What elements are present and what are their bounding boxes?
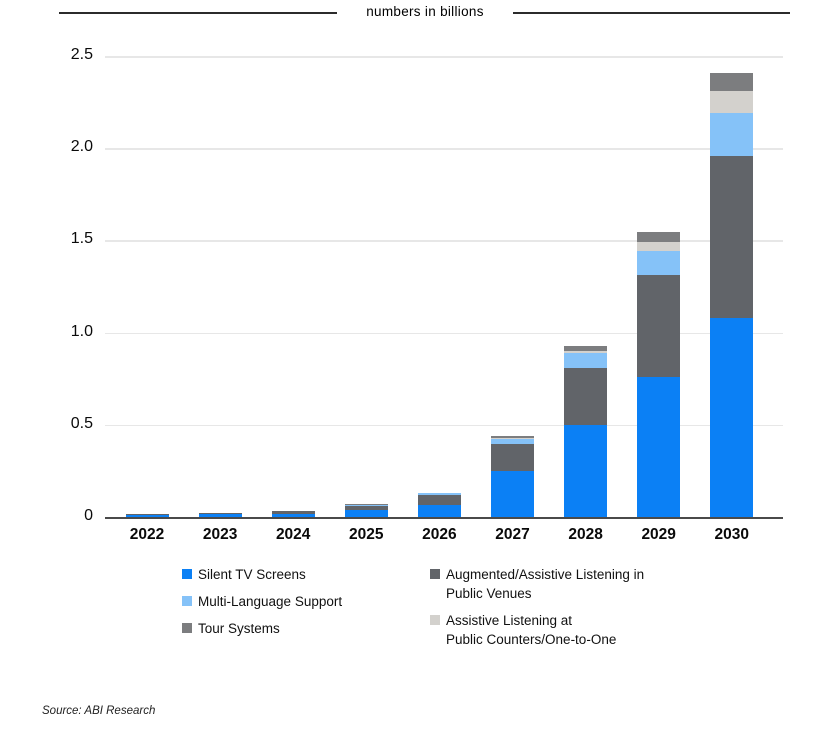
- x-axis-label: 2022: [129, 526, 165, 543]
- bar-segment-silent: [271, 513, 315, 517]
- bar-segment-multilang: [491, 438, 534, 445]
- y-axis-tick-label: 2.0: [70, 138, 93, 156]
- bar-segment-tour: [637, 232, 681, 243]
- bar-group-2030: [710, 72, 754, 517]
- bar-segment-venues: [271, 511, 315, 514]
- x-axis-label: 2025: [349, 526, 384, 543]
- legend-item-silent: Silent TV Screens: [182, 565, 342, 584]
- gridline: [105, 56, 783, 58]
- legend-swatch-multilang: [182, 596, 192, 606]
- bar-segment-counters: [637, 242, 681, 252]
- bar-segment-multilang: [637, 251, 681, 276]
- x-axis-label: 2024: [275, 526, 311, 543]
- legend-label-silent: Silent TV Screens: [198, 567, 306, 582]
- gridline: [105, 424, 783, 427]
- legend-item-tour: Tour Systems: [182, 619, 342, 638]
- bar-segment-venues: [344, 506, 388, 511]
- legend-swatch-silent: [182, 569, 192, 579]
- bar-segment-tour: [491, 435, 534, 439]
- gridline: [105, 332, 783, 335]
- legend-label-tour: Tour Systems: [198, 621, 280, 636]
- legend-item-venues: Augmented/Assistive Listening in Public …: [430, 565, 644, 603]
- gridline: [105, 240, 783, 242]
- bar-segment-multilang: [344, 504, 388, 507]
- bar-segment-silent: [417, 504, 461, 517]
- bar-segment-venues: [564, 367, 608, 425]
- bar-segment-venues: [417, 495, 461, 505]
- bar-segment-silent: [125, 514, 169, 517]
- x-axis-label: 2029: [641, 526, 676, 543]
- bar-segment-silent: [637, 376, 681, 517]
- y-axis-tick-label: 1.5: [70, 230, 93, 248]
- chart-title: numbers in billions: [366, 4, 484, 19]
- bar-group-2026: [417, 492, 461, 517]
- y-axis-tick-label: 0.5: [70, 414, 93, 432]
- legend-swatch-venues: [430, 569, 440, 579]
- legend-item-multilang: Multi-Language Support: [182, 592, 342, 611]
- header-rule-right: [513, 12, 790, 14]
- legend-label-multilang: Multi-Language Support: [198, 594, 343, 609]
- bar-segment-multilang: [417, 493, 461, 496]
- y-axis-tick-label: 1.0: [70, 322, 93, 340]
- source-text: Source: ABI Research: [42, 705, 156, 717]
- bar-segment-silent: [198, 514, 242, 517]
- bar-group-2028: [564, 346, 608, 517]
- legend-label-venues: Augmented/Assistive Listening in Public …: [446, 567, 645, 601]
- bar-segment-venues: [637, 275, 681, 377]
- x-axis-label: 2028: [568, 526, 603, 543]
- bar-group-2027: [491, 435, 534, 517]
- bar-segment-venues: [710, 155, 754, 318]
- y-axis-tick-label: 2.5: [70, 46, 93, 63]
- bar-segment-silent: [710, 317, 754, 517]
- bar-group-2024: [271, 510, 315, 517]
- bar-segment-silent: [491, 470, 534, 517]
- bar-segment-counters: [710, 91, 754, 114]
- bar-segment-tour: [710, 72, 754, 92]
- legend-label-counters: Assistive Listening at Public Counters/O…: [446, 613, 617, 647]
- legend-swatch-counters: [430, 615, 440, 625]
- y-axis-tick-label: 0: [84, 507, 93, 524]
- bar-group-2022: [125, 513, 169, 517]
- bar-group-2025: [344, 504, 388, 517]
- plot-area: [105, 56, 783, 519]
- x-axis-label: 2027: [495, 526, 530, 543]
- bar-segment-tour: [564, 346, 608, 352]
- legend-item-counters: Assistive Listening at Public Counters/O…: [430, 611, 644, 649]
- bar-segment-silent: [564, 424, 608, 517]
- bar-segment-venues: [491, 444, 534, 471]
- x-axis-label: 2030: [714, 526, 750, 543]
- legend-swatch-tour: [182, 623, 192, 633]
- bar-segment-counters: [564, 351, 608, 354]
- bar-group-2029: [637, 232, 681, 517]
- x-axis-label: 2026: [422, 526, 457, 543]
- x-axis-label: 2023: [202, 526, 238, 543]
- bar-group-2023: [198, 512, 242, 517]
- bar-segment-venues: [125, 514, 169, 515]
- legend-column-left: Silent TV Screens Multi-Language Support T…: [182, 565, 342, 646]
- bar-segment-venues: [198, 513, 242, 515]
- header-rule-left: [59, 12, 337, 14]
- legend-column-right: Augmented/Assistive Listening in Public …: [430, 565, 644, 657]
- bar-segment-multilang: [710, 113, 754, 156]
- bar-segment-silent: [344, 510, 388, 517]
- bar-segment-multilang: [564, 353, 608, 368]
- gridline: [105, 148, 783, 150]
